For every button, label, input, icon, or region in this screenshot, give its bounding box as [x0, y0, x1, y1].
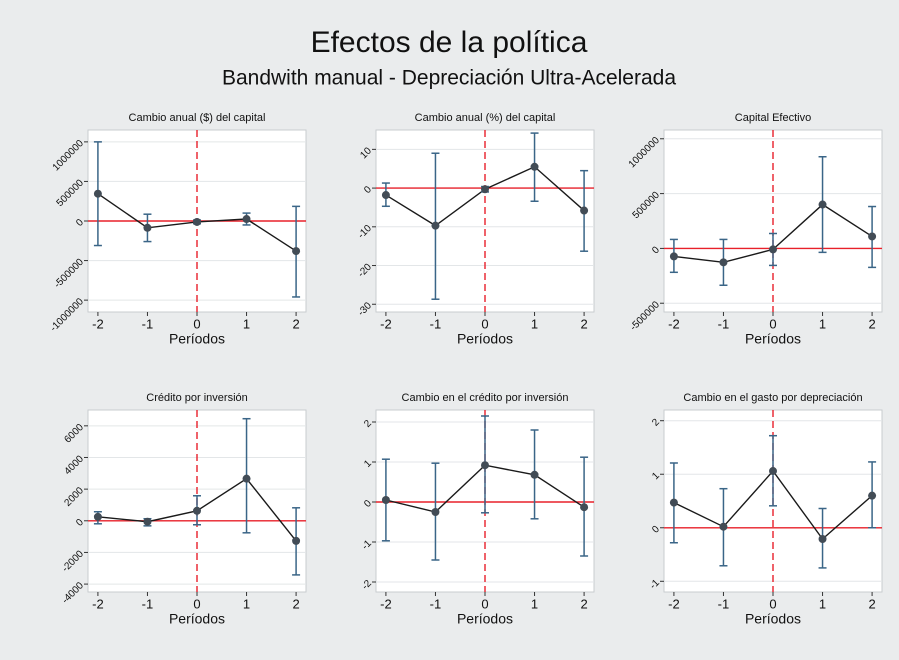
x-tick-label: -1: [718, 596, 730, 611]
panel-title: Capital Efectivo: [735, 112, 811, 124]
data-point: [143, 223, 152, 232]
chart-subtitle: Bandwith manual - Depreciación Ultra-Ace…: [222, 67, 676, 90]
x-axis-label: Períodos: [169, 331, 225, 347]
data-point: [143, 517, 152, 526]
data-point: [193, 217, 201, 226]
x-tick-label: 2: [292, 596, 299, 611]
data-point: [868, 491, 877, 500]
x-axis-label: Períodos: [169, 611, 225, 627]
x-tick-label: 2: [868, 596, 875, 611]
data-point: [93, 189, 102, 198]
x-tick-label: -2: [668, 596, 680, 611]
panel-title: Cambio anual (%) del capital: [415, 112, 556, 124]
data-point: [242, 215, 251, 224]
data-point: [580, 206, 589, 215]
data-point: [381, 496, 390, 504]
x-tick-label: -1: [142, 596, 154, 611]
x-tick-label: 2: [580, 316, 587, 331]
data-point: [818, 535, 827, 544]
x-tick-label: 1: [531, 316, 538, 331]
data-point: [769, 467, 777, 476]
x-tick-label: -1: [430, 596, 442, 611]
x-tick-label: 2: [292, 316, 299, 331]
x-tick-label: -2: [92, 316, 104, 331]
x-tick-label: 0: [481, 596, 488, 611]
x-tick-label: 1: [819, 596, 826, 611]
data-point: [193, 506, 201, 515]
x-tick-label: -2: [668, 316, 680, 331]
chart-title: Efectos de la política: [311, 26, 588, 59]
x-tick-label: -2: [380, 316, 392, 331]
x-tick-label: -1: [718, 316, 730, 331]
x-tick-label: 2: [580, 596, 587, 611]
data-point: [530, 162, 539, 171]
x-tick-label: 0: [769, 316, 776, 331]
data-point: [669, 498, 678, 507]
x-tick-label: -1: [430, 316, 442, 331]
x-tick-label: 0: [769, 596, 776, 611]
x-tick-label: -2: [92, 596, 104, 611]
x-tick-label: -1: [142, 316, 154, 331]
data-point: [381, 191, 390, 200]
x-tick-label: 0: [193, 596, 200, 611]
panel-title: Cambio en el gasto por depreciación: [683, 392, 862, 404]
data-point: [818, 200, 827, 209]
x-tick-label: 0: [193, 316, 200, 331]
data-point: [481, 185, 489, 194]
x-tick-label: 1: [531, 596, 538, 611]
x-tick-label: 1: [243, 316, 250, 331]
data-point: [481, 461, 489, 470]
data-point: [431, 508, 440, 516]
data-point: [669, 252, 678, 261]
data-point: [292, 247, 301, 256]
x-tick-label: 2: [868, 316, 875, 331]
x-tick-label: 0: [481, 316, 488, 331]
x-tick-label: 1: [819, 316, 826, 331]
panel-title: Crédito por inversión: [146, 392, 248, 404]
x-axis-label: Períodos: [457, 331, 513, 347]
data-point: [868, 232, 877, 241]
data-point: [580, 503, 589, 512]
x-axis-label: Períodos: [745, 611, 801, 627]
x-tick-label: -2: [380, 596, 392, 611]
data-point: [769, 245, 777, 254]
data-point: [242, 474, 251, 483]
x-axis-label: Períodos: [457, 611, 513, 627]
data-point: [530, 470, 539, 479]
x-tick-label: 1: [243, 596, 250, 611]
panel-title: Cambio en el crédito por inversión: [402, 392, 569, 404]
data-point: [431, 221, 440, 230]
panel-title: Cambio anual ($) del capital: [129, 112, 266, 124]
data-point: [292, 536, 301, 545]
data-point: [93, 512, 102, 521]
x-axis-label: Períodos: [745, 331, 801, 347]
data-point: [719, 258, 728, 267]
data-point: [719, 522, 728, 531]
